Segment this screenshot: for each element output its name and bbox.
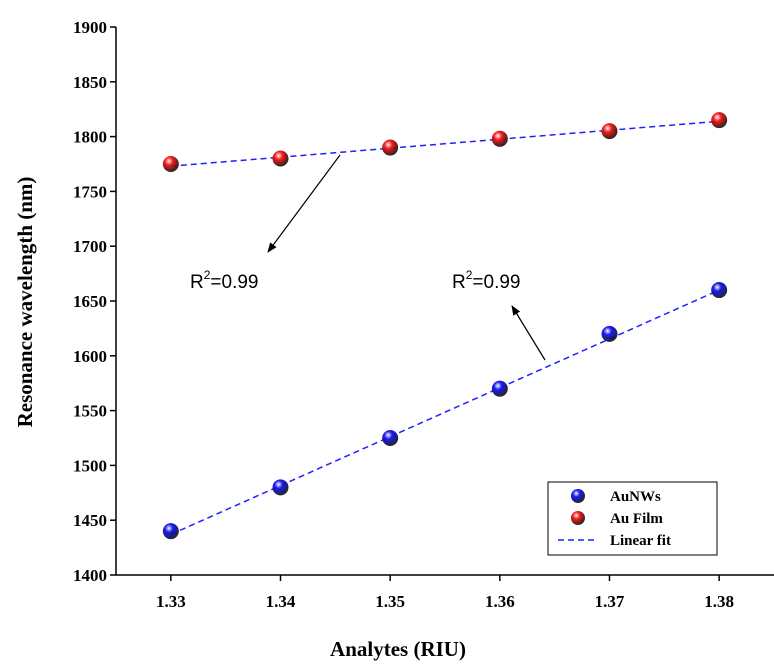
annotation-base: R <box>190 272 204 293</box>
annotation: R2=0.99 <box>190 268 259 293</box>
annotation-base: R <box>452 272 466 293</box>
legend-swatch <box>571 489 585 503</box>
x-axis-title: Analytes (RIU) <box>330 637 466 661</box>
data-point <box>162 523 179 540</box>
data-point <box>711 282 728 299</box>
annotation-rest: =0.99 <box>472 272 520 293</box>
y-tick-label: 1650 <box>73 292 107 311</box>
data-point <box>491 380 508 397</box>
fit-line <box>170 289 720 536</box>
y-tick-label: 1450 <box>73 511 107 530</box>
legend-swatch <box>571 511 585 525</box>
data-point <box>272 150 289 167</box>
annotation-arrow <box>511 305 546 361</box>
data-point <box>491 130 508 147</box>
y-tick-label: 1800 <box>73 128 107 147</box>
y-tick-label: 1900 <box>73 18 107 37</box>
y-tick-label: 1400 <box>73 566 107 585</box>
legend-label: AuNWs <box>610 489 661 505</box>
x-tick-label: 1.35 <box>375 592 405 611</box>
annotation-arrow <box>267 154 341 253</box>
x-tick-label: 1.36 <box>485 592 515 611</box>
data-point <box>601 123 618 140</box>
y-tick-label: 1500 <box>73 456 107 475</box>
y-axis-title: Resonance wavelength (nm) <box>13 177 37 428</box>
data-point <box>272 479 289 496</box>
annotation-sup: 2 <box>204 268 211 282</box>
y-tick-label: 1850 <box>73 73 107 92</box>
x-tick-label: 1.34 <box>266 592 296 611</box>
data-point <box>382 430 399 446</box>
data-point <box>162 156 179 172</box>
x-tick-label: 1.37 <box>595 592 625 611</box>
annotation-rest: =0.99 <box>210 272 258 293</box>
y-tick-label: 1550 <box>73 402 107 421</box>
y-tick-label: 1700 <box>73 237 107 256</box>
data-point <box>601 325 618 342</box>
y-tick-label: 1750 <box>73 182 107 201</box>
x-tick-label: 1.38 <box>704 592 734 611</box>
y-tick-label: 1600 <box>73 347 107 366</box>
annotation-sup: 2 <box>466 268 473 282</box>
legend-label: Linear fit <box>610 533 671 549</box>
legend-label: Au Film <box>610 511 663 527</box>
annotation: R2=0.99 <box>452 268 521 293</box>
fit-line <box>170 120 720 167</box>
data-point <box>711 112 728 129</box>
data-point <box>382 139 399 156</box>
x-tick-label: 1.33 <box>156 592 186 611</box>
